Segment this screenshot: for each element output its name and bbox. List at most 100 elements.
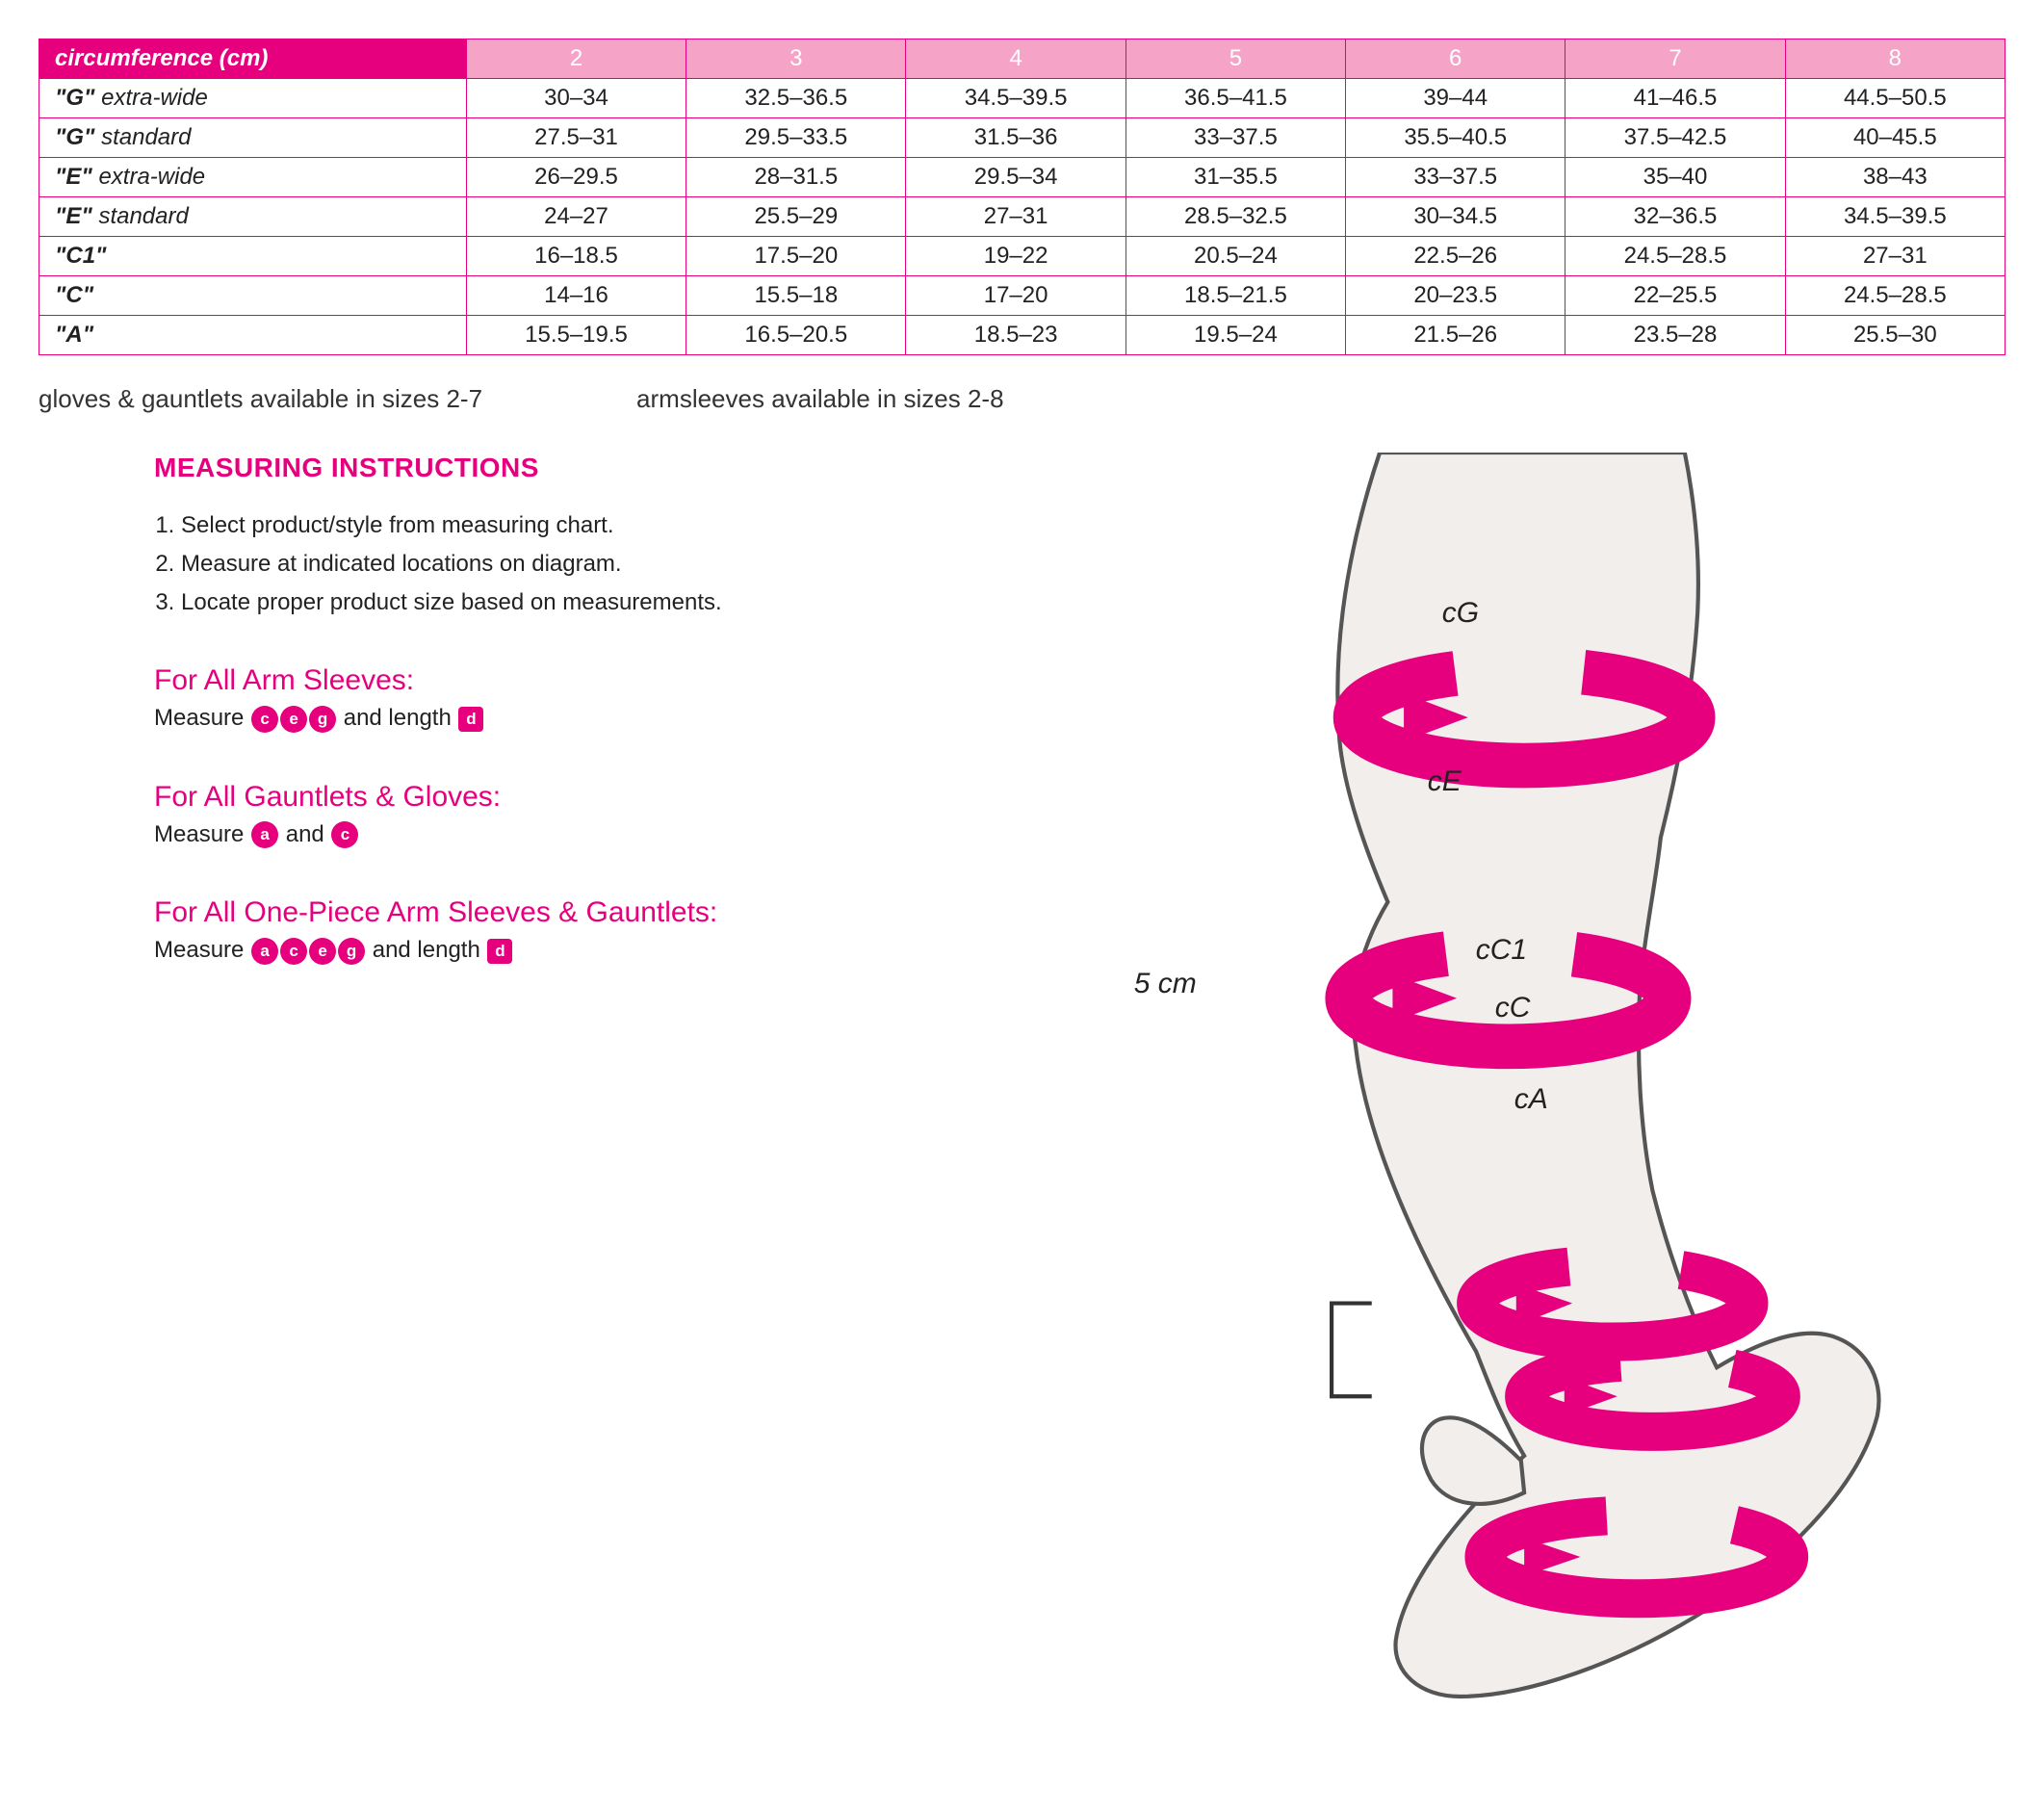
measure-sections: For All Arm Sleeves: Measure ceg and leng… bbox=[154, 664, 1004, 965]
measure-badge: e bbox=[280, 706, 307, 733]
size-cell: 30–34.5 bbox=[1346, 197, 1565, 237]
arm-diagram: cG cE cC1 cC cA 5 cm bbox=[1043, 453, 2005, 1775]
table-row: "C1"16–18.517.5–2019–2220.5–2422.5–2624.… bbox=[39, 237, 2005, 276]
size-column-header: 7 bbox=[1565, 39, 1785, 79]
table-row: "A"15.5–19.516.5–20.518.5–2319.5–2421.5–… bbox=[39, 316, 2005, 355]
size-cell: 37.5–42.5 bbox=[1565, 118, 1785, 158]
diagram-label-cG: cG bbox=[1442, 597, 1479, 630]
size-cell: 34.5–39.5 bbox=[906, 79, 1125, 118]
size-cell: 31–35.5 bbox=[1125, 158, 1345, 197]
table-row: "C"14–1615.5–1817–2018.5–21.520–23.522–2… bbox=[39, 276, 2005, 316]
sizing-table: circumference (cm) 2345678 "G" extra-wid… bbox=[39, 39, 2005, 355]
measure-badge: d bbox=[458, 707, 483, 732]
size-cell: 18.5–21.5 bbox=[1125, 276, 1345, 316]
size-cell: 28–31.5 bbox=[686, 158, 906, 197]
distance-bracket bbox=[1332, 1304, 1372, 1397]
table-row: "E" standard24–2725.5–2927–3128.5–32.530… bbox=[39, 197, 2005, 237]
measure-badge: e bbox=[309, 938, 336, 965]
size-cell: 18.5–23 bbox=[906, 316, 1125, 355]
size-cell: 40–45.5 bbox=[1785, 118, 2005, 158]
size-cell: 21.5–26 bbox=[1346, 316, 1565, 355]
size-cell: 24.5–28.5 bbox=[1565, 237, 1785, 276]
measure-badge: g bbox=[309, 706, 336, 733]
size-cell: 35–40 bbox=[1565, 158, 1785, 197]
size-cell: 39–44 bbox=[1346, 79, 1565, 118]
measure-line: Measure aceg and length d bbox=[154, 937, 1004, 965]
size-cell: 23.5–28 bbox=[1565, 316, 1785, 355]
size-cell: 27.5–31 bbox=[466, 118, 686, 158]
size-cell: 26–29.5 bbox=[466, 158, 686, 197]
size-cell: 32.5–36.5 bbox=[686, 79, 906, 118]
measure-badge: a bbox=[251, 821, 278, 848]
size-cell: 44.5–50.5 bbox=[1785, 79, 2005, 118]
arm-outline bbox=[1337, 453, 1878, 1697]
size-cell: 20.5–24 bbox=[1125, 237, 1345, 276]
measure-badge: g bbox=[338, 938, 365, 965]
measure-badge: c bbox=[280, 938, 307, 965]
size-cell: 25.5–30 bbox=[1785, 316, 2005, 355]
size-cell: 16–18.5 bbox=[466, 237, 686, 276]
availability-armsleeves: armsleeves available in sizes 2-8 bbox=[636, 384, 1004, 414]
row-label: "A" bbox=[39, 316, 467, 355]
size-column-header: 5 bbox=[1125, 39, 1345, 79]
size-column-header: 4 bbox=[906, 39, 1125, 79]
size-cell: 27–31 bbox=[906, 197, 1125, 237]
size-cell: 22–25.5 bbox=[1565, 276, 1785, 316]
size-cell: 20–23.5 bbox=[1346, 276, 1565, 316]
diagram-label-cA: cA bbox=[1514, 1083, 1548, 1116]
availability-gloves: gloves & gauntlets available in sizes 2-… bbox=[39, 384, 482, 414]
size-column-header: 8 bbox=[1785, 39, 2005, 79]
table-row: "G" standard27.5–3129.5–33.531.5–3633–37… bbox=[39, 118, 2005, 158]
measure-section-title: For All One-Piece Arm Sleeves & Gauntlet… bbox=[154, 896, 1004, 929]
diagram-label-cE: cE bbox=[1428, 765, 1462, 798]
size-cell: 25.5–29 bbox=[686, 197, 906, 237]
instruction-step: Measure at indicated locations on diagra… bbox=[181, 551, 1004, 578]
size-cell: 35.5–40.5 bbox=[1346, 118, 1565, 158]
size-cell: 34.5–39.5 bbox=[1785, 197, 2005, 237]
size-cell: 19.5–24 bbox=[1125, 316, 1345, 355]
size-cell: 27–31 bbox=[1785, 237, 2005, 276]
size-cell: 38–43 bbox=[1785, 158, 2005, 197]
row-label: "G" standard bbox=[39, 118, 467, 158]
diagram-label-5cm: 5 cm bbox=[1134, 968, 1197, 1000]
size-cell: 17–20 bbox=[906, 276, 1125, 316]
size-column-header: 2 bbox=[466, 39, 686, 79]
measure-section-title: For All Arm Sleeves: bbox=[154, 664, 1004, 697]
instruction-step: Locate proper product size based on meas… bbox=[181, 589, 1004, 616]
size-cell: 19–22 bbox=[906, 237, 1125, 276]
size-cell: 41–46.5 bbox=[1565, 79, 1785, 118]
measure-line: Measure a and c bbox=[154, 821, 1004, 849]
table-row: "G" extra-wide30–3432.5–36.534.5–39.536.… bbox=[39, 79, 2005, 118]
size-cell: 17.5–20 bbox=[686, 237, 906, 276]
row-label: "E" standard bbox=[39, 197, 467, 237]
measure-badge: c bbox=[331, 821, 358, 848]
size-cell: 24–27 bbox=[466, 197, 686, 237]
measure-line: Measure ceg and length d bbox=[154, 705, 1004, 733]
size-cell: 33–37.5 bbox=[1346, 158, 1565, 197]
size-cell: 32–36.5 bbox=[1565, 197, 1785, 237]
size-cell: 30–34 bbox=[466, 79, 686, 118]
row-label: "C1" bbox=[39, 237, 467, 276]
size-cell: 14–16 bbox=[466, 276, 686, 316]
row-label: "E" extra-wide bbox=[39, 158, 467, 197]
size-cell: 15.5–19.5 bbox=[466, 316, 686, 355]
measure-badge: d bbox=[487, 939, 512, 964]
measure-section-title: For All Gauntlets & Gloves: bbox=[154, 781, 1004, 814]
size-cell: 22.5–26 bbox=[1346, 237, 1565, 276]
size-cell: 28.5–32.5 bbox=[1125, 197, 1345, 237]
size-column-header: 6 bbox=[1346, 39, 1565, 79]
instruction-step: Select product/style from measuring char… bbox=[181, 512, 1004, 539]
size-cell: 33–37.5 bbox=[1125, 118, 1345, 158]
measure-badge: c bbox=[251, 706, 278, 733]
size-cell: 24.5–28.5 bbox=[1785, 276, 2005, 316]
diagram-label-cC1: cC1 bbox=[1476, 934, 1527, 967]
size-cell: 29.5–33.5 bbox=[686, 118, 906, 158]
measure-badge: a bbox=[251, 938, 278, 965]
size-cell: 16.5–20.5 bbox=[686, 316, 906, 355]
row-label: "C" bbox=[39, 276, 467, 316]
instructions-steps: Select product/style from measuring char… bbox=[154, 512, 1004, 616]
table-corner-label: circumference (cm) bbox=[39, 39, 467, 79]
table-row: "E" extra-wide26–29.528–31.529.5–3431–35… bbox=[39, 158, 2005, 197]
size-cell: 36.5–41.5 bbox=[1125, 79, 1345, 118]
row-label: "G" extra-wide bbox=[39, 79, 467, 118]
